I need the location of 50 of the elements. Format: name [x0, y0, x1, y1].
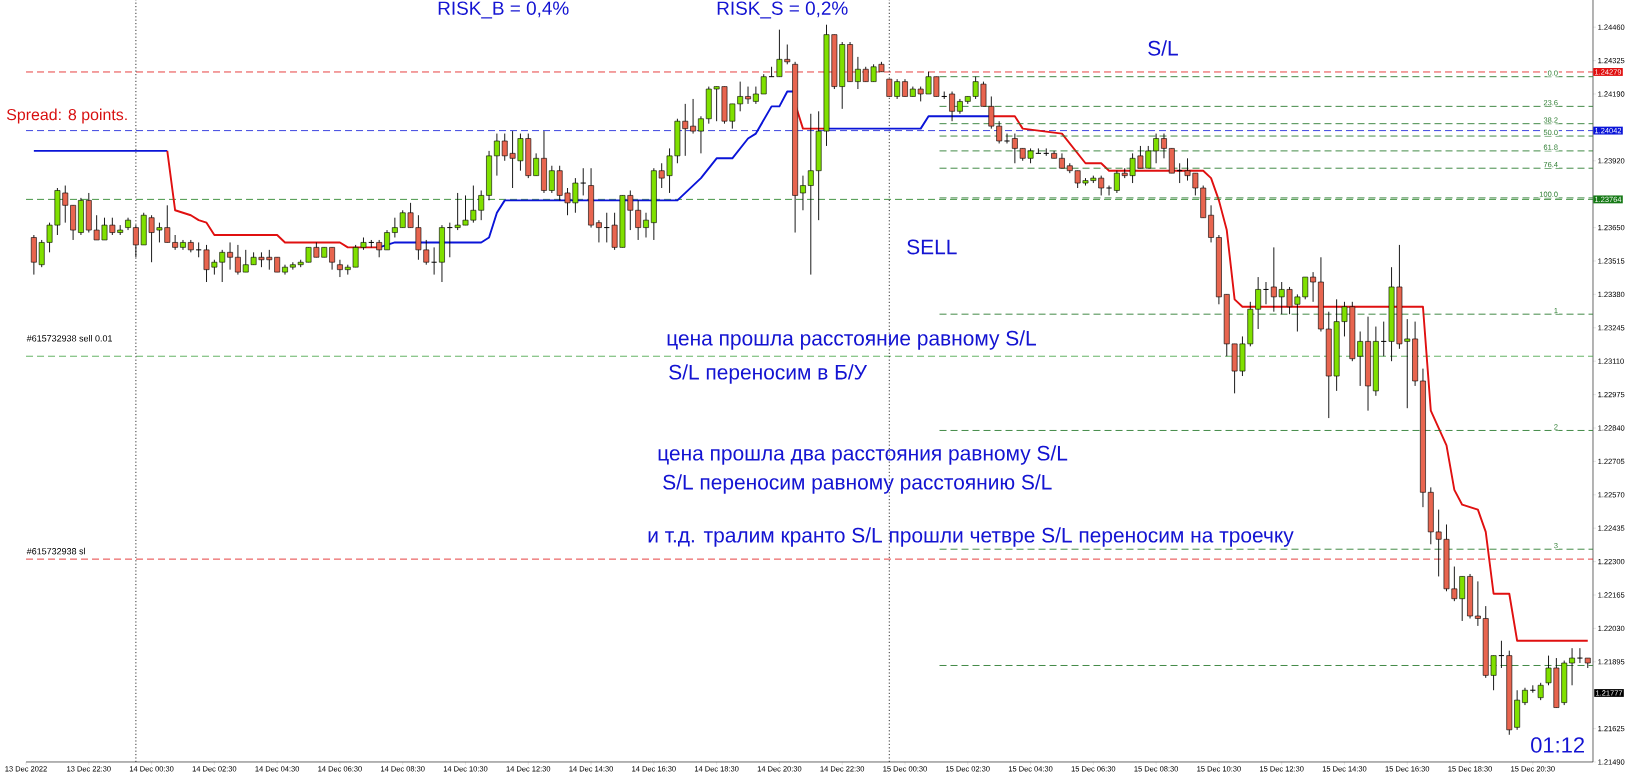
candlestick	[431, 246, 438, 276]
candlestick	[384, 229, 390, 251]
candlestick	[698, 115, 704, 154]
candlestick	[337, 259, 343, 278]
candlestick	[1262, 281, 1270, 305]
candlestick	[329, 246, 335, 271]
candlestick	[470, 185, 477, 224]
annotation: SELL	[907, 239, 957, 255]
candlestick	[596, 219, 602, 243]
annotation: и т.д. тралим кранто S/L прошли четвре S/L переносим на троечку	[648, 527, 1294, 547]
annotation: RISK_S = 0,2%	[717, 1, 848, 19]
candlestick	[1310, 271, 1316, 303]
candlestick	[768, 66, 775, 78]
candlestick	[690, 98, 696, 135]
annotation: цена прошла расстояние равному S/L	[667, 330, 1036, 350]
candlestick	[1105, 185, 1113, 196]
candlestick	[1035, 147, 1042, 154]
candlestick	[1176, 162, 1183, 184]
annotation: 01:12	[1531, 737, 1584, 753]
candlestick	[800, 175, 806, 211]
annotation: цена прошла два расстояния равному S/L	[658, 445, 1068, 465]
candlestick	[235, 244, 241, 276]
candlestick	[446, 222, 453, 258]
candlestick	[1208, 204, 1214, 243]
candlestick	[1043, 147, 1050, 157]
candlestick	[949, 91, 955, 122]
annotation: Spread: 8 points.	[6, 108, 127, 124]
annotation: S/L переносим равному расстоянию S/L	[663, 474, 1052, 494]
candlestick	[1569, 647, 1575, 686]
candlestick	[1529, 684, 1536, 694]
candlestick	[1255, 276, 1262, 330]
candlestick	[1380, 321, 1387, 357]
candlestick	[745, 86, 751, 105]
ref-line-label: #615732938 sl	[26, 547, 85, 555]
candlestick	[643, 212, 649, 238]
candlestick	[352, 244, 359, 268]
candlestick	[1161, 133, 1167, 159]
candlestick	[195, 241, 202, 258]
candlestick	[478, 190, 485, 221]
candlestick	[1498, 640, 1505, 669]
candlestick	[1576, 647, 1584, 664]
candlestick	[580, 167, 587, 196]
ref-line-label: #615732938 sell 0.01	[26, 334, 112, 342]
annotation: RISK_B = 0,4%	[438, 1, 569, 19]
candlestick	[219, 249, 226, 283]
annotation: S/L	[1148, 40, 1178, 56]
candlestick	[227, 241, 233, 271]
candlestick	[603, 212, 610, 243]
candlestick	[1003, 133, 1011, 144]
annotation: S/L переносим в Б/У	[669, 364, 868, 384]
